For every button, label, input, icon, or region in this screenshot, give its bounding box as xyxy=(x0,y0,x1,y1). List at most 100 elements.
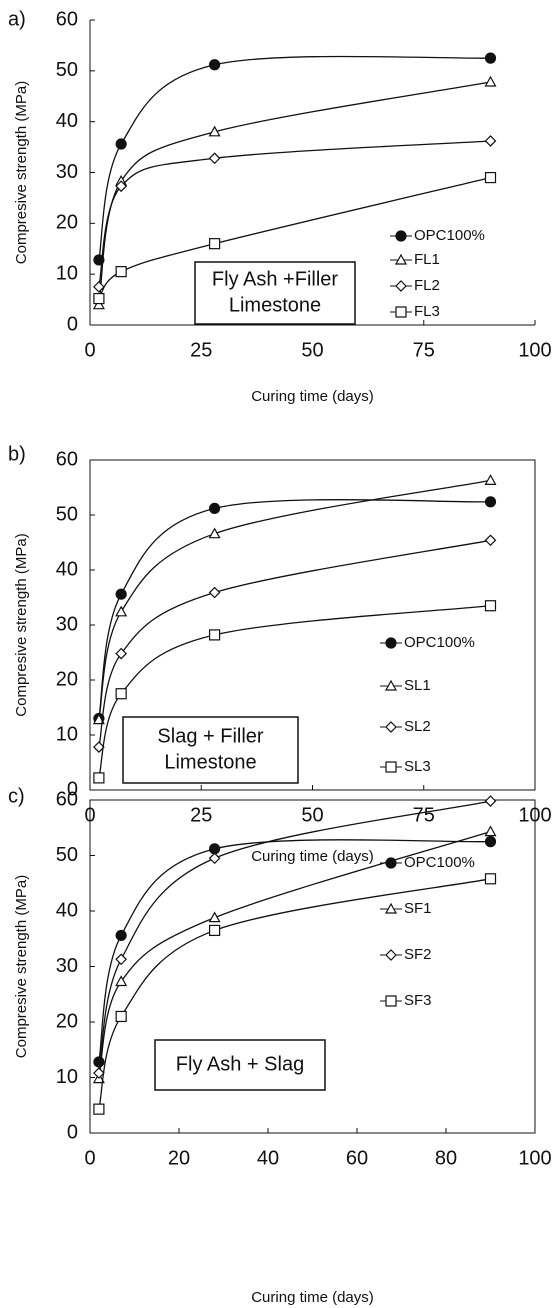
marker xyxy=(93,772,105,784)
x-tick-label: 80 xyxy=(435,1147,457,1169)
marker xyxy=(115,688,127,700)
legend-label: OPC100% xyxy=(414,227,485,244)
marker xyxy=(208,152,221,165)
x-tick-label: 25 xyxy=(190,339,212,361)
marker xyxy=(484,873,497,885)
y-tick-label: 30 xyxy=(56,613,78,635)
annotation-box xyxy=(194,261,356,325)
legend-marker xyxy=(385,761,397,773)
legend-marker xyxy=(395,280,407,292)
x-tick-label: 0 xyxy=(84,1147,95,1169)
marker xyxy=(93,281,105,293)
marker xyxy=(208,852,221,865)
y-tick-label: 0 xyxy=(67,778,78,800)
marker xyxy=(208,527,221,539)
marker xyxy=(115,975,128,987)
legend-label: OPC100% xyxy=(404,634,475,651)
series-line xyxy=(98,800,491,1074)
marker xyxy=(208,911,221,923)
marker xyxy=(484,52,497,64)
marker xyxy=(93,292,105,305)
annotation: Fly Ash + Slag xyxy=(176,1053,304,1075)
legend-marker xyxy=(395,230,407,242)
legend-label: SF2 xyxy=(404,946,432,963)
x-tick-label: 60 xyxy=(346,1147,368,1169)
x-tick-label: 0 xyxy=(84,339,95,361)
y-tick-label: 10 xyxy=(56,1066,78,1088)
y-axis-label: Compresive strength (MPa) xyxy=(13,81,30,264)
y-axis-label: Compresive strength (MPa) xyxy=(13,875,30,1058)
marker xyxy=(93,1067,105,1079)
series-line xyxy=(98,499,491,719)
marker xyxy=(209,843,221,855)
marker xyxy=(484,75,497,87)
marker xyxy=(93,1056,105,1068)
series-line xyxy=(98,81,491,305)
marker xyxy=(208,125,221,137)
series-line xyxy=(98,55,491,261)
series-line xyxy=(98,839,491,1063)
y-tick-label: 60 xyxy=(56,448,78,470)
y-tick-label: 20 xyxy=(56,668,78,690)
y-tick-label: 50 xyxy=(56,844,78,866)
marker xyxy=(209,238,221,250)
marker xyxy=(115,1010,127,1023)
series-line xyxy=(98,605,491,779)
x-tick-label: 100 xyxy=(518,1147,551,1169)
x-axis-label: Curing time (days) xyxy=(251,388,374,405)
annotation-box xyxy=(154,1039,326,1091)
legend-label: SL1 xyxy=(404,677,431,694)
x-tick-label: 50 xyxy=(301,804,323,826)
legend-label: SF3 xyxy=(404,992,432,1009)
x-tick-label: 75 xyxy=(413,804,435,826)
legend-label: OPC100% xyxy=(404,854,475,871)
y-tick-label: 10 xyxy=(56,723,78,745)
panel-label: b) xyxy=(8,443,26,465)
marker xyxy=(115,588,127,600)
y-tick-label: 40 xyxy=(56,110,78,132)
y-tick-label: 40 xyxy=(56,558,78,580)
marker xyxy=(484,496,497,508)
marker xyxy=(115,929,127,942)
marker xyxy=(115,953,127,966)
marker xyxy=(484,795,497,807)
x-tick-label: 75 xyxy=(413,339,435,361)
legend-label: SL2 xyxy=(404,718,431,735)
y-tick-label: 40 xyxy=(56,899,78,921)
legend-marker xyxy=(384,679,398,691)
y-tick-label: 20 xyxy=(56,212,78,234)
y-axis-label: Compresive strength (MPa) xyxy=(13,533,30,716)
x-tick-label: 100 xyxy=(518,339,551,361)
marker xyxy=(484,534,497,547)
marker xyxy=(93,741,105,753)
marker xyxy=(484,836,497,848)
marker xyxy=(484,600,497,612)
y-tick-label: 50 xyxy=(56,59,78,81)
x-tick-label: 40 xyxy=(257,1147,279,1169)
y-tick-label: 10 xyxy=(56,262,78,284)
legend-label: SL3 xyxy=(404,758,431,775)
marker xyxy=(115,266,127,278)
marker xyxy=(209,502,221,514)
annotation: Limestone xyxy=(164,751,256,773)
x-axis-label: Curing time (days) xyxy=(251,1289,374,1306)
marker xyxy=(115,138,127,150)
series-line xyxy=(98,479,491,720)
y-tick-label: 60 xyxy=(56,8,78,30)
series-line xyxy=(98,878,491,1110)
annotation: Fly Ash +Filler xyxy=(212,268,338,290)
y-tick-label: 60 xyxy=(56,788,78,810)
marker xyxy=(209,924,221,937)
marker xyxy=(208,586,221,599)
series-line xyxy=(98,140,491,288)
marker xyxy=(115,605,128,617)
legend-marker xyxy=(394,253,408,265)
legend-label: SF1 xyxy=(404,900,432,917)
marker xyxy=(484,825,497,837)
y-tick-label: 0 xyxy=(67,1121,78,1143)
legend-marker xyxy=(385,949,397,961)
annotation-box xyxy=(122,716,299,784)
legend-marker xyxy=(384,902,398,914)
marker xyxy=(115,647,127,660)
